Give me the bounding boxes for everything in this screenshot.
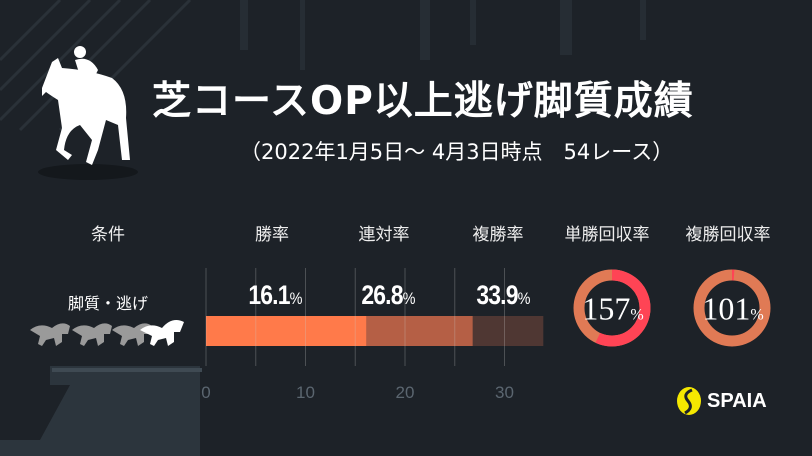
header-win-rate: 勝率: [255, 225, 289, 245]
header-win-return: 単勝回収率: [564, 225, 650, 245]
top2-rate-label: 26.8%: [361, 280, 415, 310]
x-tick-label: 10: [296, 383, 315, 402]
header-place-return: 複勝回収率: [685, 225, 771, 245]
header-top3-rate: 複勝率: [472, 225, 524, 245]
grandstand-illustration: [0, 366, 202, 456]
header-top2-rate: 連対率: [358, 225, 410, 245]
spaia-logo-icon: [677, 387, 701, 415]
top3-rate-label: 33.9%: [476, 280, 530, 310]
jockey-horse-icon: [42, 46, 130, 165]
donut-excess-arc: [693, 269, 771, 347]
win-return-label: 157%: [582, 290, 644, 327]
bar-0: [206, 316, 367, 346]
condition-label: 脚質・逃げ: [67, 294, 149, 313]
x-tick-label: 30: [495, 383, 514, 402]
win-rate-label: 16.1%: [248, 280, 302, 310]
x-tick-label: 0: [201, 383, 210, 402]
header-condition: 条件: [91, 225, 125, 245]
page-subtitle: （2022年1月5日～ 4月3日時点 54レース）: [240, 140, 674, 164]
x-tick-label: 20: [396, 383, 415, 402]
spaia-logo: SPAIA: [676, 386, 767, 416]
place-return-label: 101%: [702, 290, 764, 327]
donut-excess-arc: [573, 269, 651, 347]
page-title: 芝コースOP以上逃げ脚質成績: [152, 79, 694, 124]
running-horses-icon: [30, 320, 184, 346]
